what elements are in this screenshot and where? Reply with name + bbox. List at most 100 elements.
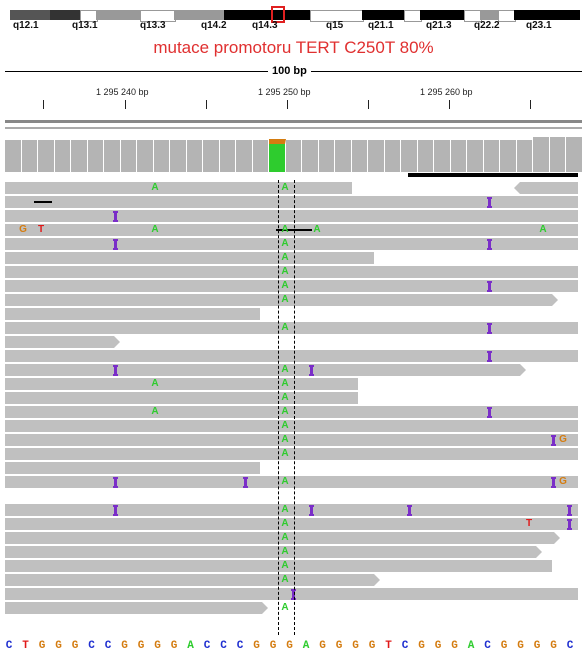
reference-base: G [55,640,62,652]
mismatch-base: G [19,224,27,235]
coverage-bar [401,140,418,172]
coverage-bar [549,137,566,172]
insertion-marker[interactable] [113,239,118,250]
insertion-marker[interactable] [113,365,118,376]
insertion-marker[interactable] [487,407,492,418]
coverage-bar [450,140,467,172]
aligned-read[interactable] [5,518,578,530]
band-label: q14.2 [201,20,227,31]
reference-base: G [286,640,293,652]
ideogram-band [96,10,140,20]
insertion-marker[interactable] [113,211,118,222]
band-label: q14.3 [252,20,278,31]
insertion-marker[interactable] [291,589,296,600]
aligned-read[interactable] [5,196,578,208]
mismatch-base: A [281,294,289,305]
coverage-bar [71,140,88,172]
reference-base: T [385,640,392,652]
aligned-read[interactable] [5,378,358,390]
aligned-read[interactable] [5,532,560,544]
aligned-read[interactable] [5,546,542,558]
mismatch-base: A [151,406,159,417]
insertion-marker[interactable] [487,239,492,250]
aligned-read[interactable] [5,574,380,586]
coverage-bar [434,140,451,172]
coverage-bar [236,140,253,172]
aligned-read[interactable] [5,392,358,404]
insertion-marker[interactable] [243,477,248,488]
aligned-read[interactable] [514,182,578,194]
reference-base: C [236,640,244,652]
insertion-marker[interactable] [487,281,492,292]
coverage-bar [170,140,187,172]
mismatch-base: G [559,476,567,487]
insertion-marker[interactable] [551,477,556,488]
mismatch-base: A [313,224,321,235]
reference-base: C [220,640,227,652]
reference-base: G [500,640,508,652]
aligned-read[interactable] [5,266,578,278]
ideogram-band [480,10,498,20]
aligned-read[interactable] [5,476,578,488]
aligned-read[interactable] [5,420,578,432]
aligned-read[interactable] [5,504,578,516]
mismatch-base: T [37,224,45,235]
insertion-marker[interactable] [567,505,572,516]
aligned-read[interactable] [5,182,352,194]
aligned-read[interactable] [5,308,260,320]
ideogram-band [420,10,464,20]
insertion-marker[interactable] [487,323,492,334]
aligned-read[interactable] [5,434,578,446]
reference-base: G [517,640,524,652]
reference-base: G [335,640,343,652]
aligned-read[interactable] [5,406,578,418]
reference-base: G [550,640,557,652]
aligned-read[interactable] [5,602,268,614]
ruler-tick [530,100,531,109]
coverage-bar [21,140,38,172]
ideogram-band [362,10,404,20]
aligned-read[interactable] [5,252,374,264]
coverage-bar [252,140,269,172]
reference-base: G [154,640,161,652]
mismatch-base: A [281,420,289,431]
coverage-bar [566,137,583,172]
ideogram-band [514,10,580,20]
ideogram-band [174,10,224,20]
mismatch-base: A [281,280,289,291]
insertion-marker[interactable] [309,365,314,376]
chromosome-ideogram[interactable]: q12.1 q13.1 q13.3 q14.2 q14.3 q15 q21.1 … [0,0,587,34]
aligned-read[interactable] [5,364,526,376]
insertion-marker[interactable] [487,351,492,362]
mismatch-base: A [281,406,289,417]
aligned-read[interactable] [5,238,578,250]
aligned-read[interactable] [5,448,578,460]
aligned-read[interactable] [5,588,578,600]
coverage-bar [302,140,319,172]
coverage-track[interactable] [5,136,583,172]
band-label: q15 [326,20,344,31]
aligned-read[interactable] [5,462,260,474]
reference-base: G [121,640,128,652]
insertion-marker[interactable] [487,197,492,208]
insertion-marker[interactable] [113,505,118,516]
reference-base: A [187,640,194,652]
mismatch-base: A [281,266,289,277]
insertion-marker[interactable] [551,435,556,446]
aligned-read[interactable] [5,210,578,222]
mismatch-base: A [281,476,289,487]
ruler-tick [43,100,44,109]
aligned-read[interactable] [5,280,578,292]
insertion-marker[interactable] [407,505,412,516]
mismatch-base: T [525,518,533,529]
aligned-read[interactable] [5,350,578,362]
aligned-read[interactable] [5,336,120,348]
reference-base: G [319,640,326,652]
band-label: q21.3 [426,20,452,31]
aligned-read[interactable] [5,322,578,334]
coverage-bar [54,140,71,172]
insertion-marker[interactable] [113,477,118,488]
insertion-marker[interactable] [309,505,314,516]
insertion-marker[interactable] [567,519,572,530]
